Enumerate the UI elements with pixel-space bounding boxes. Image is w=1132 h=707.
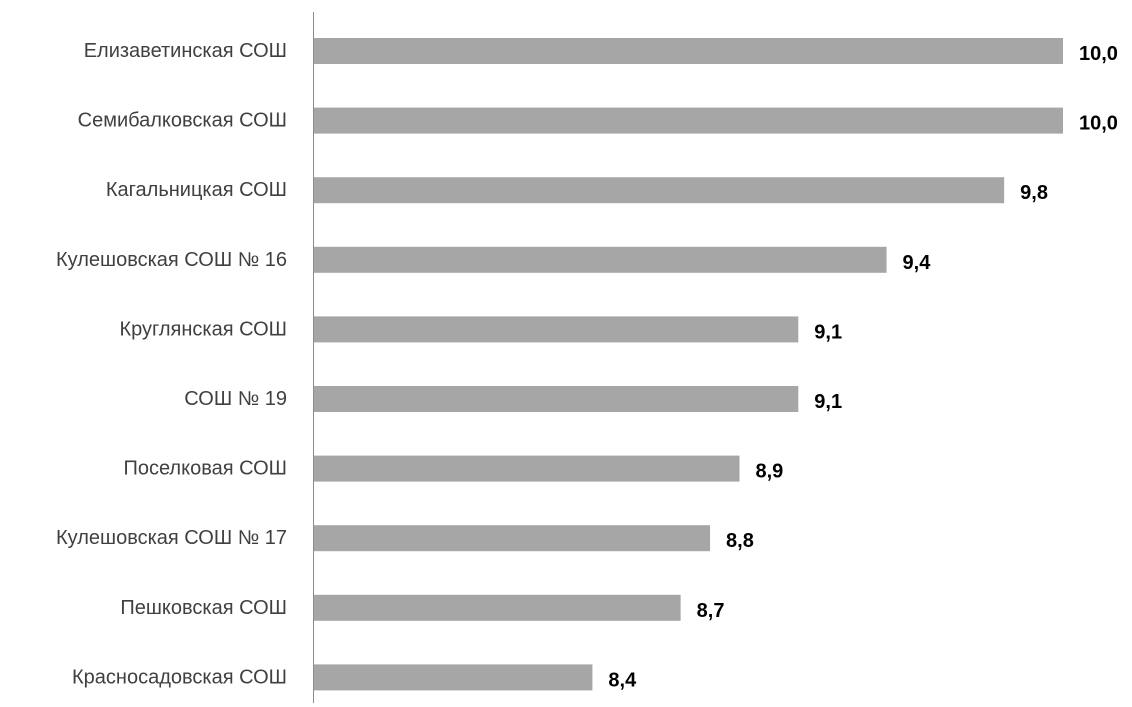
category-label: Поселковая СОШ (123, 458, 287, 480)
category-label: Кулешовская СОШ № 17 (56, 527, 287, 549)
category-label: Пешковская СОШ (120, 597, 287, 619)
value-label: 9,1 (814, 321, 842, 343)
bar (314, 455, 740, 482)
value-label: 9,1 (814, 391, 842, 413)
category-label: Семибалковская СОШ (78, 110, 287, 132)
value-label: 8,8 (726, 530, 754, 552)
bar (314, 664, 593, 691)
value-label: 8,9 (755, 461, 783, 483)
value-label: 9,8 (1020, 182, 1048, 204)
bars-group (314, 38, 1063, 691)
bar (314, 594, 681, 621)
bar (314, 38, 1063, 64)
value-label: 9,4 (903, 252, 932, 274)
category-label: Кагальницкая СОШ (106, 179, 287, 201)
bar (314, 246, 887, 273)
bar (314, 177, 1005, 204)
bar (314, 386, 799, 412)
value-label: 10,0 (1079, 43, 1118, 65)
category-label: СОШ № 19 (184, 388, 287, 410)
category-labels-group: Елизаветинская СОШ Семибалковская СОШ Кага… (56, 40, 287, 688)
value-label: 8,4 (608, 669, 637, 691)
value-labels-group: 10,0 10,0 9,8 9,4 9,1 9,1 8,9 8,8 8,7 8,4 (608, 43, 1118, 691)
value-label: 10,0 (1079, 113, 1118, 135)
value-label: 8,7 (697, 600, 725, 622)
bar (314, 107, 1063, 134)
bar (314, 525, 711, 552)
bar (314, 316, 799, 343)
category-label: Кулешовская СОШ № 16 (56, 249, 287, 271)
category-label: Елизаветинская СОШ (84, 40, 287, 62)
category-label: Круглянская СОШ (119, 318, 287, 340)
category-label: Красносадовская СОШ (72, 666, 287, 688)
